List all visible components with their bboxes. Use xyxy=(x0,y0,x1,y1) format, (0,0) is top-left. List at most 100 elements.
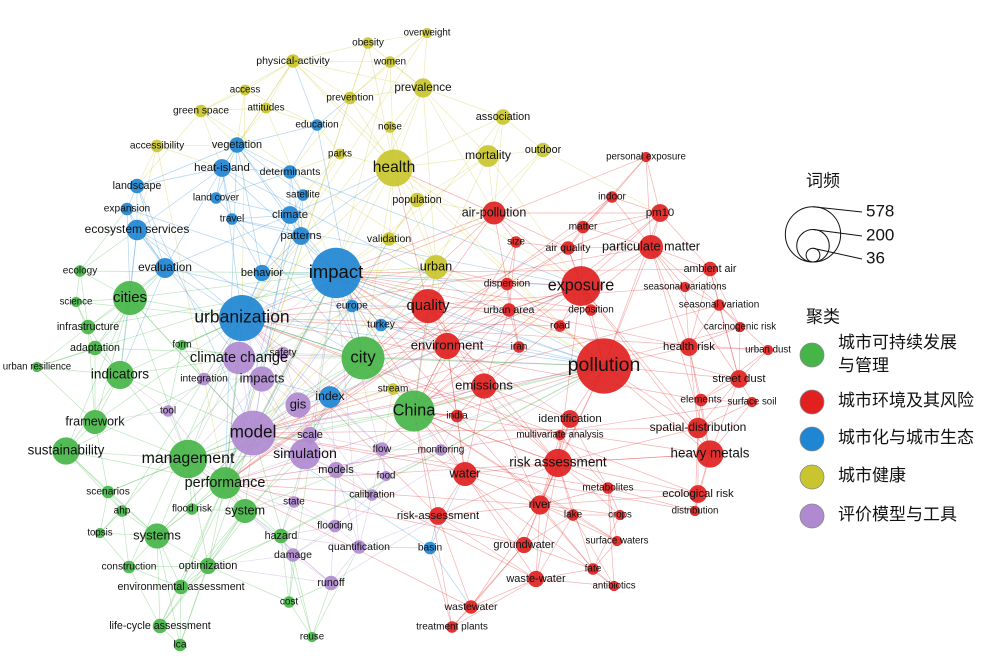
node-label: carcinogenic risk xyxy=(704,322,776,333)
edge xyxy=(429,547,472,608)
edge xyxy=(221,167,243,319)
edge xyxy=(94,410,169,423)
node xyxy=(421,27,433,39)
node-label: scenarios xyxy=(86,487,130,498)
edge xyxy=(36,366,96,423)
node-label: lca xyxy=(173,640,186,651)
edge xyxy=(99,491,109,534)
edge xyxy=(252,149,544,434)
edge xyxy=(156,144,238,147)
node xyxy=(352,540,366,554)
edge xyxy=(292,554,332,584)
edge xyxy=(136,144,238,187)
node xyxy=(286,548,300,562)
edge xyxy=(200,110,605,367)
node xyxy=(606,191,618,203)
node-label: systems xyxy=(133,527,181,542)
edge xyxy=(87,266,437,328)
node xyxy=(640,151,652,163)
node xyxy=(162,405,174,417)
node xyxy=(471,373,497,399)
node-label: lake xyxy=(564,510,583,521)
edge xyxy=(128,566,182,588)
edge xyxy=(645,156,652,248)
node xyxy=(129,178,145,194)
edge xyxy=(422,87,489,157)
edge xyxy=(136,167,223,231)
edge xyxy=(65,450,123,512)
edge xyxy=(535,578,615,587)
edge xyxy=(156,145,223,169)
edge xyxy=(200,89,246,112)
node-label: flood risk xyxy=(172,504,213,515)
nodes xyxy=(31,27,774,652)
node xyxy=(530,495,550,515)
node-label: wastewater xyxy=(443,601,498,613)
edge xyxy=(221,167,605,367)
node xyxy=(576,220,590,234)
node xyxy=(74,265,86,277)
node-label: satellite xyxy=(286,190,320,201)
node xyxy=(31,361,43,373)
edge xyxy=(252,346,520,434)
edge xyxy=(221,167,337,274)
node xyxy=(713,299,725,311)
edge xyxy=(261,214,291,274)
edge xyxy=(542,149,661,214)
edge xyxy=(300,167,395,237)
node-label: hazard xyxy=(265,530,298,542)
edge xyxy=(79,270,337,274)
edge xyxy=(292,525,336,556)
edge xyxy=(200,110,238,146)
edge xyxy=(607,487,618,542)
cluster-label-line: 城市环境及其风险 xyxy=(838,391,974,410)
node xyxy=(515,536,533,554)
edge xyxy=(358,515,439,548)
node xyxy=(253,264,271,282)
edge xyxy=(282,352,605,367)
node xyxy=(222,341,256,375)
edge xyxy=(582,212,661,228)
edge xyxy=(483,385,571,420)
edge xyxy=(464,473,537,580)
edge xyxy=(506,241,517,285)
edge xyxy=(187,410,415,460)
edge xyxy=(289,153,341,173)
node xyxy=(283,596,295,608)
edge xyxy=(493,212,508,285)
edge xyxy=(289,97,351,173)
node xyxy=(375,442,389,456)
edge xyxy=(422,87,504,118)
node xyxy=(286,54,300,68)
node xyxy=(423,541,437,555)
node-label: pollution xyxy=(568,354,641,376)
node-label: treatment plants xyxy=(416,622,488,633)
edge xyxy=(437,515,525,546)
edge xyxy=(231,218,302,237)
node xyxy=(144,523,170,549)
edges xyxy=(36,32,769,646)
node-label: exposure xyxy=(548,276,615,294)
edge xyxy=(429,547,453,628)
node-label: damage xyxy=(274,549,312,561)
edge xyxy=(129,297,254,434)
node xyxy=(608,580,620,592)
edge xyxy=(252,214,291,434)
edge xyxy=(180,510,246,588)
edge xyxy=(252,272,337,434)
edge xyxy=(464,473,541,506)
edge xyxy=(121,510,130,568)
node xyxy=(413,78,433,98)
edge xyxy=(180,365,605,588)
edge xyxy=(136,167,223,187)
edge xyxy=(156,535,181,646)
edge xyxy=(200,107,267,112)
node xyxy=(380,470,392,482)
node xyxy=(576,338,632,394)
edge xyxy=(334,469,337,527)
edge xyxy=(292,60,424,89)
node-label: food xyxy=(377,471,396,482)
edge xyxy=(429,473,466,549)
node xyxy=(689,485,707,503)
node-label: scale xyxy=(297,429,323,441)
